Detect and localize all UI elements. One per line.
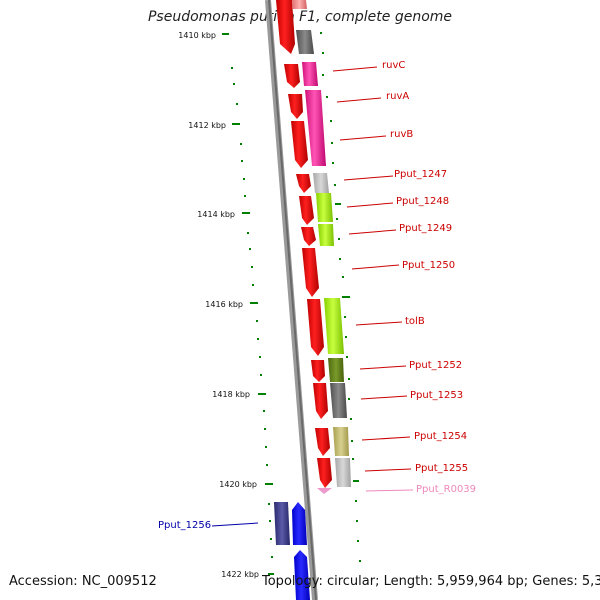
gene-blocks <box>292 0 351 494</box>
gene-block-Pput_R0039[interactable] <box>317 488 332 494</box>
gene-block-ruvC[interactable] <box>302 62 318 86</box>
gene-block-Pput_1249[interactable] <box>318 224 334 246</box>
backbone <box>265 0 318 600</box>
label-leaders <box>211 66 414 527</box>
ruler-tick-label: 1416 kbp <box>205 300 243 309</box>
gene-arrow[interactable] <box>315 428 330 456</box>
gene-block-Pput_1254[interactable] <box>333 427 349 456</box>
gene-arrow-reverse[interactable] <box>292 502 307 545</box>
gene-label-Pput_1247[interactable]: Pput_1247 <box>394 169 447 180</box>
gene-label-tolB[interactable]: tolB <box>405 316 425 327</box>
gene-block-Pput_1252[interactable] <box>328 358 344 382</box>
gene-block-Pput_1248[interactable] <box>316 193 333 222</box>
gene-label-ruvB[interactable]: ruvB <box>390 129 413 140</box>
ruler-tick-label: 1420 kbp <box>219 480 257 489</box>
gene-block[interactable] <box>296 30 314 54</box>
map-title: Pseudomonas putida F1, complete genome <box>147 9 453 25</box>
gene-label-ruvA[interactable]: ruvA <box>386 91 409 102</box>
gene-arrow[interactable] <box>301 227 316 246</box>
gene-label-Pput_1250[interactable]: Pput_1250 <box>402 260 455 271</box>
gene-label-Pput_1249[interactable]: Pput_1249 <box>399 223 452 234</box>
ruler-tick-label: 1414 kbp <box>197 210 235 219</box>
forward-strand-genes <box>276 0 332 488</box>
gene-arrow[interactable] <box>313 383 328 419</box>
ruler-tick-label: 1422 kbp <box>221 570 259 579</box>
gene-label-ruvC[interactable]: ruvC <box>382 60 405 71</box>
gene-block-tolB[interactable] <box>324 298 344 354</box>
gene-arrow[interactable] <box>317 458 332 488</box>
ruler-tick-label: 1410 kbp <box>178 31 216 40</box>
gene-block-ruvA-ruvB[interactable] <box>305 90 326 166</box>
gene-arrow[interactable] <box>291 121 308 168</box>
gene-label-Pput_R0039[interactable]: Pput_R0039 <box>416 484 476 495</box>
gene-label-Pput_1248[interactable]: Pput_1248 <box>396 196 449 207</box>
reverse-strand-genes <box>274 502 310 600</box>
gene-arrow[interactable] <box>296 174 311 193</box>
gene-arrow[interactable] <box>284 64 300 88</box>
gene-block-Pput_1253[interactable] <box>330 383 347 418</box>
gene-label-Pput_1254[interactable]: Pput_1254 <box>414 431 467 442</box>
gene-block-Pput_1256[interactable] <box>274 502 290 545</box>
gene-label-Pput_1255[interactable]: Pput_1255 <box>415 463 468 474</box>
gene-arrow[interactable] <box>288 94 303 119</box>
outer-ruler <box>320 32 361 562</box>
topology-text: Topology: circular; Length: 5,959,964 bp… <box>262 574 600 589</box>
ruler <box>222 33 274 575</box>
gene-arrow[interactable] <box>307 299 324 356</box>
ruler-tick-label: 1418 kbp <box>212 390 250 399</box>
gene-arrow-reverse[interactable] <box>294 550 310 600</box>
accession-text: Accession: NC_009512 <box>9 574 157 589</box>
gene-arrow[interactable] <box>302 248 319 297</box>
gene-label-Pput_1256[interactable]: Pput_1256 <box>158 520 211 531</box>
gene-arrow[interactable] <box>299 196 314 225</box>
gene-label-Pput_1252[interactable]: Pput_1252 <box>409 360 462 371</box>
gene-block[interactable] <box>292 0 307 9</box>
gene-block-Pput_1255[interactable] <box>335 458 351 487</box>
gene-block-Pput_1247[interactable] <box>313 173 329 193</box>
ruler-tick-label: 1412 kbp <box>188 121 226 130</box>
gene-arrow[interactable] <box>276 0 295 54</box>
gene-label-Pput_1253[interactable]: Pput_1253 <box>410 390 463 401</box>
gene-arrow[interactable] <box>311 360 325 382</box>
